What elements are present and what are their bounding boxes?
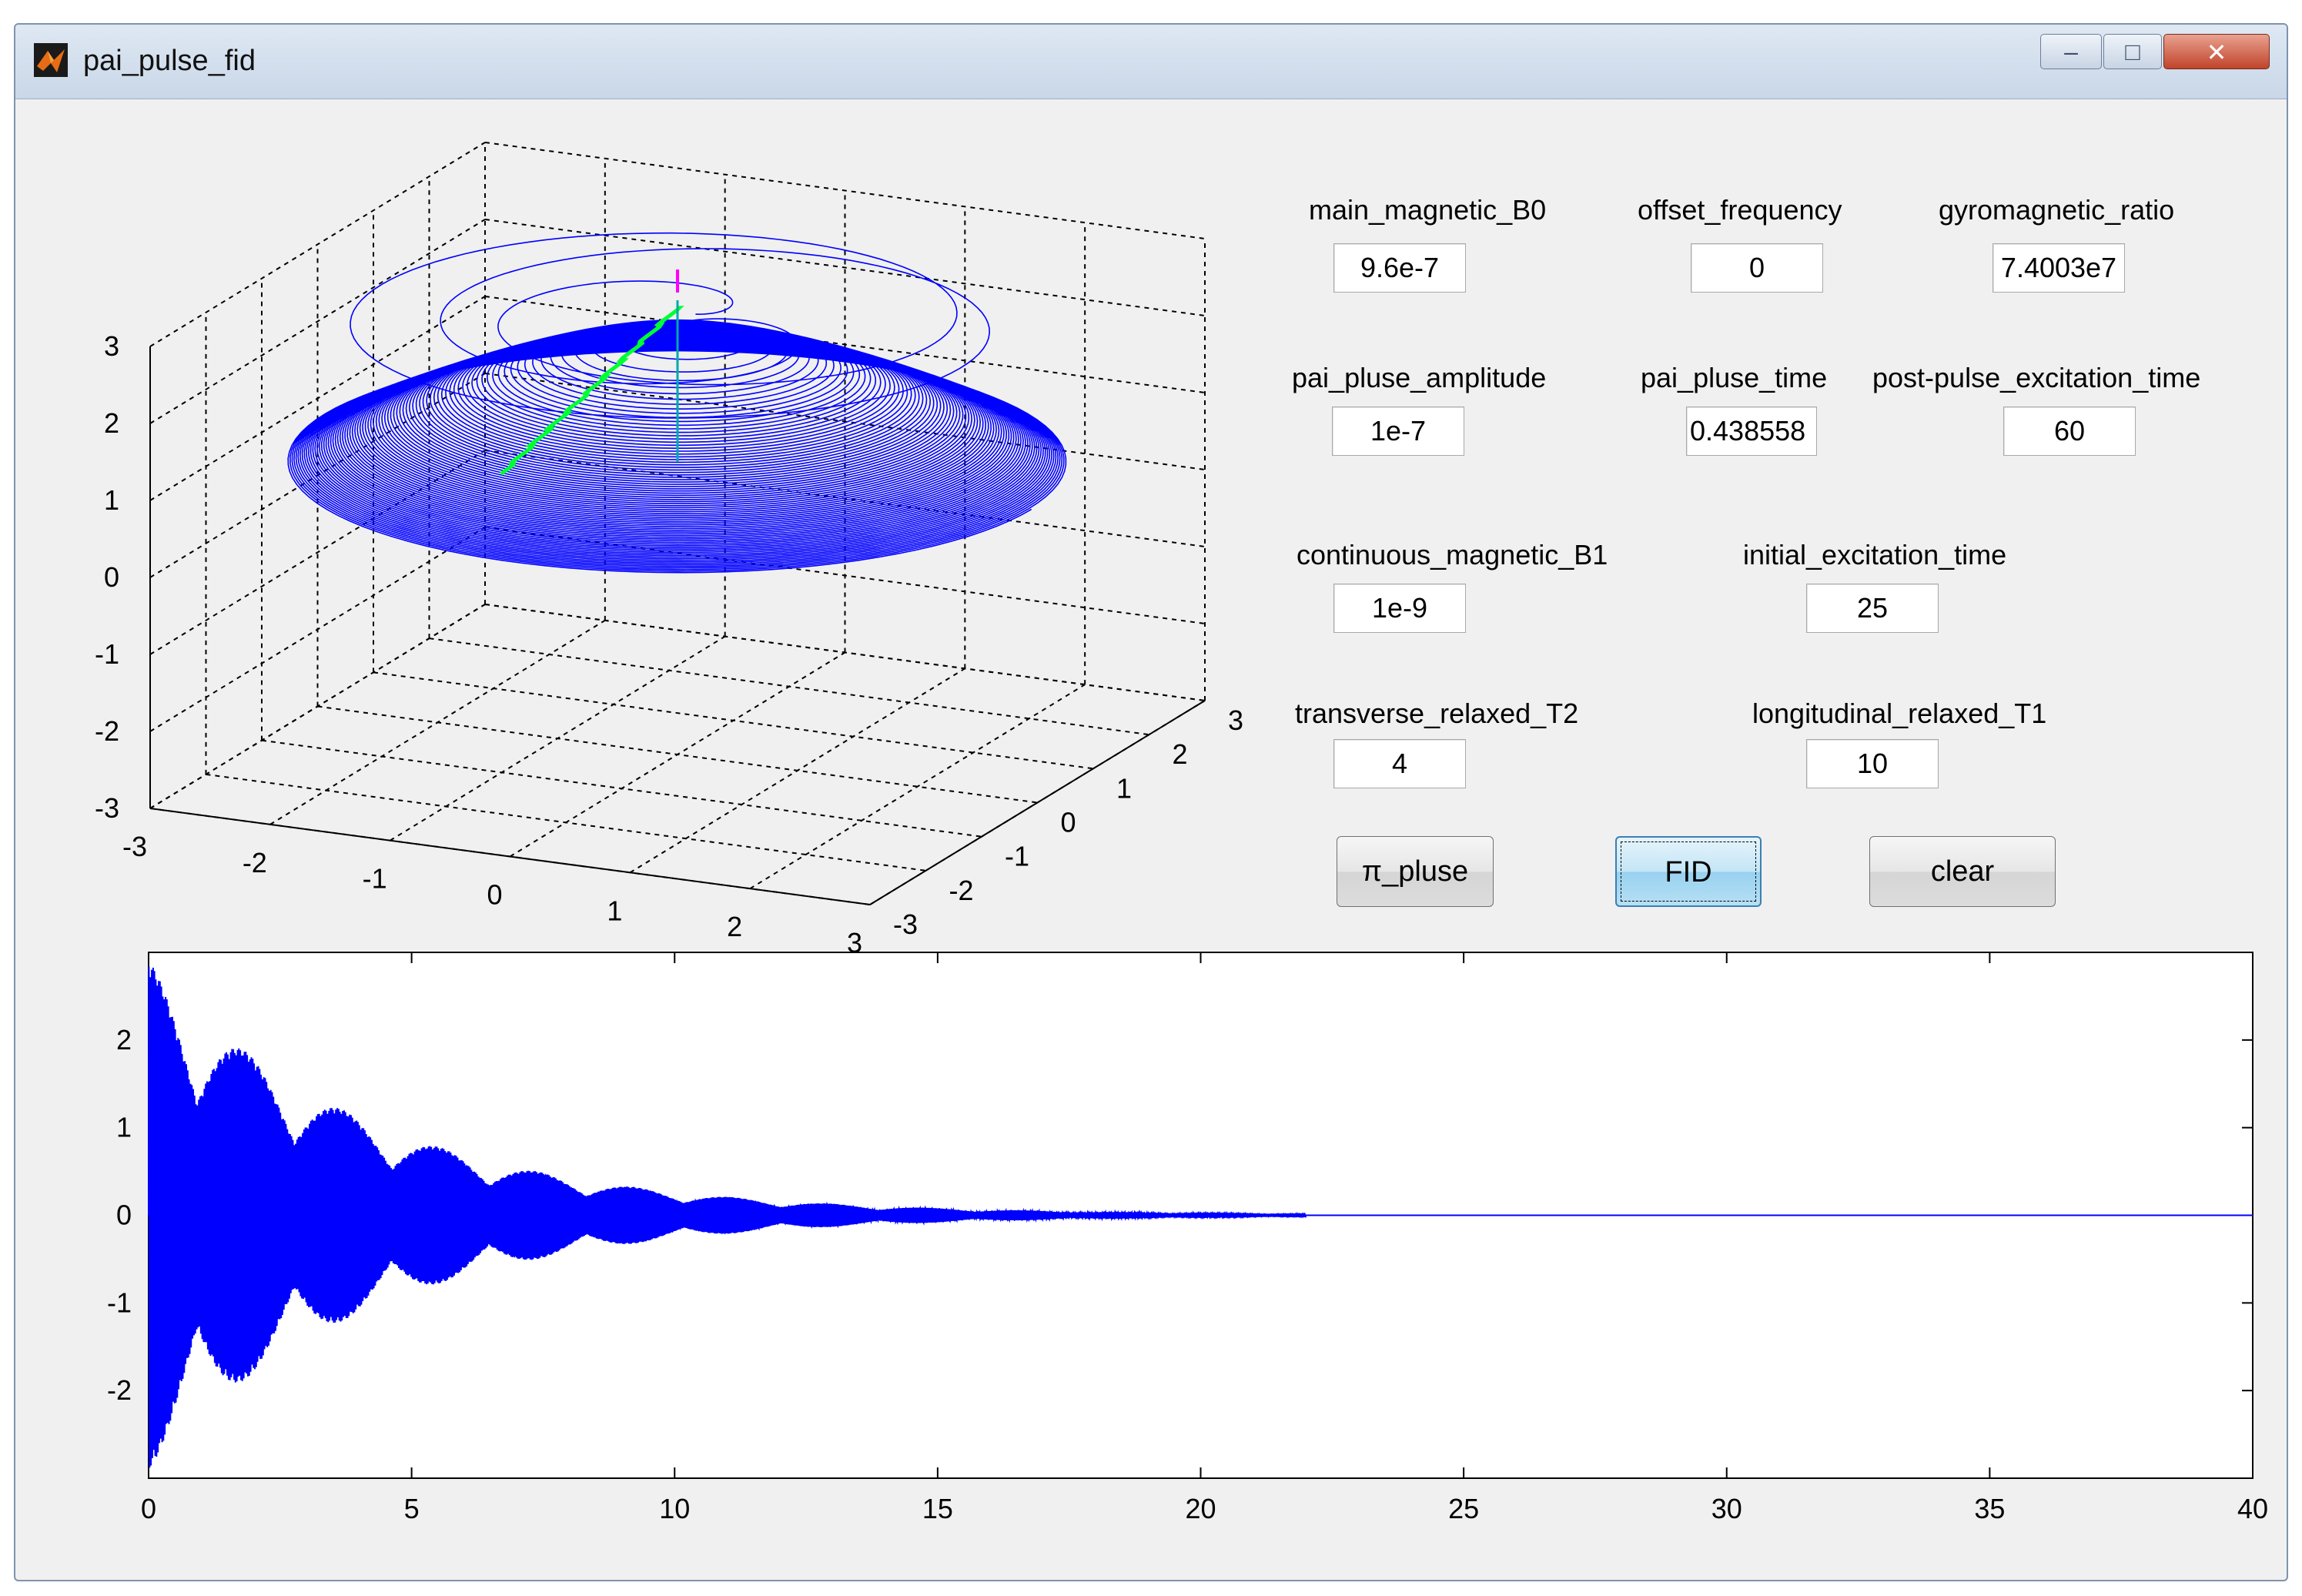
grid-line [149,219,486,424]
close-icon: ✕ [2206,38,2227,66]
label-transverse-relaxed-t2: transverse_relaxed_T2 [1295,698,1579,729]
post-pulse-excitation-time-input[interactable] [2003,407,2136,456]
pi-pulse-button[interactable]: π_pluse [1337,836,1494,907]
y-tick-label: -1 [1005,841,1029,872]
y-tick-label: 0 [116,1200,132,1231]
maximize-button[interactable]: □ [2103,34,2162,69]
pai-pluse-time-input[interactable] [1686,407,1817,456]
y-tick-label: 2 [1173,738,1188,770]
label-continuous-magnetic-b1: continuous_magnetic_B1 [1297,539,1608,570]
x-tick-label: 1 [607,895,622,926]
gyromagnetic-ratio-input[interactable] [1993,243,2125,293]
y-tick-label: 2 [116,1024,132,1056]
x-tick-label: 25 [1448,1493,1479,1524]
fid-button[interactable]: FID [1615,836,1762,907]
minimize-icon: – [2064,38,2078,65]
longitudinal-relaxed-t1-input[interactable] [1806,739,1939,788]
x-axis-line [149,808,871,905]
continuous-magnetic-b1-input[interactable] [1333,584,1466,633]
x-tick-label: 5 [404,1493,420,1524]
x-tick-label: -1 [363,863,387,895]
label-longitudinal-relaxed-t1: longitudinal_relaxed_T1 [1752,698,2047,729]
y-tick-label: -2 [107,1374,132,1406]
x-tick-label: -2 [243,847,267,878]
close-button[interactable]: ✕ [2163,34,2270,69]
label-main-magnetic-b0: main_magnetic_B0 [1309,194,1547,226]
x-tick-label: 30 [1711,1493,1742,1524]
label-pai-pluse-amplitude: pai_pluse_amplitude [1292,362,1547,393]
label-initial-excitation-time: initial_excitation_time [1743,539,2007,570]
x-tick-label: 35 [1974,1493,2005,1524]
fid-signal-line [148,966,2253,1468]
fid-ticks: 0 5 10 15 20 25 30 35 40 -2 -1 0 1 2 [107,952,2268,1524]
grid-line [484,219,1206,316]
x-tick-label: 0 [487,879,502,911]
z-tick-label: 1 [104,484,119,516]
x-tick-label: -3 [122,831,147,862]
trajectory-series [287,232,1067,574]
y-tick-label: 1 [1116,772,1132,804]
grid-line [484,142,1206,239]
x-tick-label: 15 [922,1493,953,1524]
y-tick-label: 1 [116,1112,132,1143]
plot3d-tick-labels: -3 -2 -1 0 1 2 3 -3 -2 -1 0 1 2 3 -3 -2 -1 0 1 2 3 [95,330,1243,955]
grid-line [373,671,1094,770]
grid-line [484,296,1206,393]
z-tick-label: -3 [95,792,119,824]
x-tick-label: 20 [1185,1493,1216,1524]
z-tick-label: 0 [104,561,119,593]
grid-line [484,373,1206,470]
grid-line [429,637,1149,736]
y-tick-label: 3 [1228,704,1243,736]
z-tick-label: -1 [95,638,119,670]
trajectory-3d-plot[interactable]: -3 -2 -1 0 1 2 3 -3 -2 -1 0 1 2 3 -3 -2 -1 0 1 2 3 [0,0,1278,955]
grid-line [484,604,1206,701]
y-axis-line [869,700,1206,905]
main-magnetic-b0-input[interactable] [1333,243,1466,293]
fid-series [148,966,2253,1468]
y-tick-label: -2 [949,875,974,906]
clear-button[interactable]: clear [1869,836,2056,907]
grid-line [749,684,1086,890]
plot3d-trajectory [287,232,1067,574]
maximize-icon: □ [2125,38,2140,65]
matlab-icon [34,43,68,77]
minimize-button[interactable]: – [2040,34,2102,69]
offset-frequency-input[interactable] [1691,243,1823,293]
z-tick-label: 3 [104,330,119,362]
x-tick-label: 0 [141,1493,156,1524]
label-post-pulse-excitation-time: post-pulse_excitation_time [1872,362,2201,393]
x-tick-label: 2 [727,911,742,942]
grid-line [317,705,1038,804]
label-offset-frequency: offset_frequency [1638,194,1842,226]
title-bar: pai_pulse_fid – □ ✕ [15,25,2287,99]
window-title: pai_pulse_fid [83,45,256,77]
initial-excitation-time-input[interactable] [1806,584,1939,633]
y-tick-label: -3 [893,908,918,940]
x-tick-label: 3 [847,927,862,955]
label-gyromagnetic-ratio: gyromagnetic_ratio [1939,194,2175,226]
transverse-relaxed-t2-input[interactable] [1333,739,1466,788]
y-tick-label: 0 [1061,807,1076,838]
x-tick-label: 40 [2237,1493,2268,1524]
x-tick-label: 10 [659,1493,690,1524]
plot3d-grid [149,142,1206,905]
pai-pluse-amplitude-input[interactable] [1332,407,1464,456]
label-pai-pluse-time: pai_pluse_time [1641,362,1828,393]
pulse-path-series [500,306,684,476]
z-tick-label: -2 [95,715,119,747]
z-tick-label: 2 [104,407,119,439]
grid-line [149,142,486,347]
y-tick-label: -1 [107,1287,132,1318]
